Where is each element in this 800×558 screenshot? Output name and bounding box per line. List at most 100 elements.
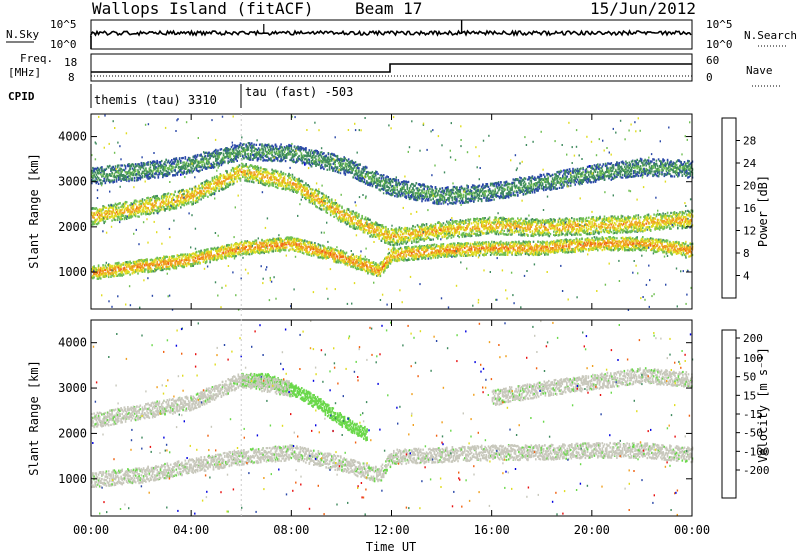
power-cell <box>222 256 224 258</box>
power-cell <box>394 256 396 258</box>
power-cell <box>174 191 176 193</box>
power-cell <box>682 254 684 256</box>
power-cell <box>494 250 496 252</box>
power-cell <box>405 254 407 256</box>
power-cell <box>333 255 335 257</box>
power-cell <box>135 203 137 205</box>
power-cell <box>632 249 634 251</box>
power-cell <box>137 272 139 274</box>
power-cell <box>197 200 199 202</box>
power-cell <box>366 258 368 260</box>
power-cell <box>390 263 392 265</box>
power-cell <box>126 218 128 220</box>
power-cell <box>200 198 202 200</box>
power-cell <box>201 182 203 184</box>
power-cell <box>553 247 555 249</box>
power-cell <box>204 190 206 192</box>
power-cell <box>147 207 149 209</box>
power-cell <box>604 248 606 250</box>
power-cell <box>322 253 324 255</box>
power-cell <box>159 264 161 266</box>
power-cell <box>558 251 560 253</box>
power-cell <box>392 253 394 255</box>
power-cell <box>119 202 121 204</box>
power-cell <box>665 248 667 250</box>
power-cell <box>492 251 494 253</box>
power-cell <box>171 193 173 195</box>
power-cell <box>312 244 314 246</box>
noise-left-label: N.Sky <box>6 28 39 41</box>
power-cell <box>209 261 211 263</box>
power-cell <box>303 246 305 248</box>
power-cell <box>413 247 415 249</box>
power-cell <box>186 200 188 202</box>
power-cell <box>192 203 194 205</box>
power-cell <box>547 253 549 255</box>
power-cell <box>146 259 148 261</box>
power-cell <box>340 261 342 263</box>
power-cell <box>128 271 130 273</box>
power-cell <box>225 252 227 254</box>
power-cell <box>199 187 201 189</box>
power-cell <box>505 252 507 254</box>
power-cell <box>251 172 253 174</box>
power-cell <box>169 256 171 258</box>
power-cell <box>133 269 135 271</box>
power-cell <box>623 240 625 242</box>
power-cell <box>389 252 391 254</box>
power-cell <box>112 209 114 211</box>
power-cell <box>633 243 635 245</box>
power-cell <box>115 219 117 221</box>
power-cell <box>668 248 670 250</box>
power-cell <box>205 195 207 197</box>
power-cell <box>151 199 153 201</box>
beam-title: Beam 17 <box>355 0 422 18</box>
power-cell <box>161 208 163 210</box>
power-cell <box>242 176 244 178</box>
power-cell <box>509 251 511 253</box>
power-cell <box>532 247 534 249</box>
power-cell <box>234 253 236 255</box>
power-cell <box>195 186 197 188</box>
power-cell <box>277 187 279 189</box>
cpid-mode-2: tau (fast) -503 <box>245 85 353 99</box>
power-cell <box>395 252 397 254</box>
power-cell <box>173 194 175 196</box>
power-cell <box>271 245 273 247</box>
power-cell <box>678 252 680 254</box>
noise-left-tick-bottom: 10^0 <box>50 38 77 51</box>
power-cell <box>287 179 289 181</box>
power-cell <box>256 239 258 241</box>
power-cell <box>511 252 513 254</box>
power-cell <box>196 251 198 253</box>
power-cell <box>189 188 191 190</box>
power-cell <box>271 179 273 181</box>
power-cell <box>313 254 315 256</box>
power-cell <box>285 173 287 175</box>
power-cell <box>124 205 126 207</box>
power-cell <box>447 244 449 246</box>
power-cell <box>417 253 419 255</box>
power-cell <box>356 255 358 257</box>
power-cell <box>514 245 516 247</box>
power-cell <box>121 218 123 220</box>
power-cell <box>120 266 122 268</box>
power-cell <box>649 239 651 241</box>
power-cell <box>366 261 368 263</box>
power-cell <box>192 199 194 201</box>
power-cell <box>253 171 255 173</box>
power-cell <box>116 271 118 273</box>
power-cell <box>574 249 576 251</box>
power-cell <box>372 268 374 270</box>
power-cell <box>373 261 375 263</box>
power-cell <box>403 254 405 256</box>
power-cell <box>160 257 162 259</box>
cpid-panel: CPID themis (tau) 3310 tau (fast) -503 <box>8 84 353 108</box>
power-cell <box>563 242 565 244</box>
power-cell <box>109 213 111 215</box>
power-cell <box>156 261 158 263</box>
power-cell <box>647 247 649 249</box>
noise-right-label: N.Search <box>744 29 797 42</box>
power-cell <box>586 248 588 250</box>
